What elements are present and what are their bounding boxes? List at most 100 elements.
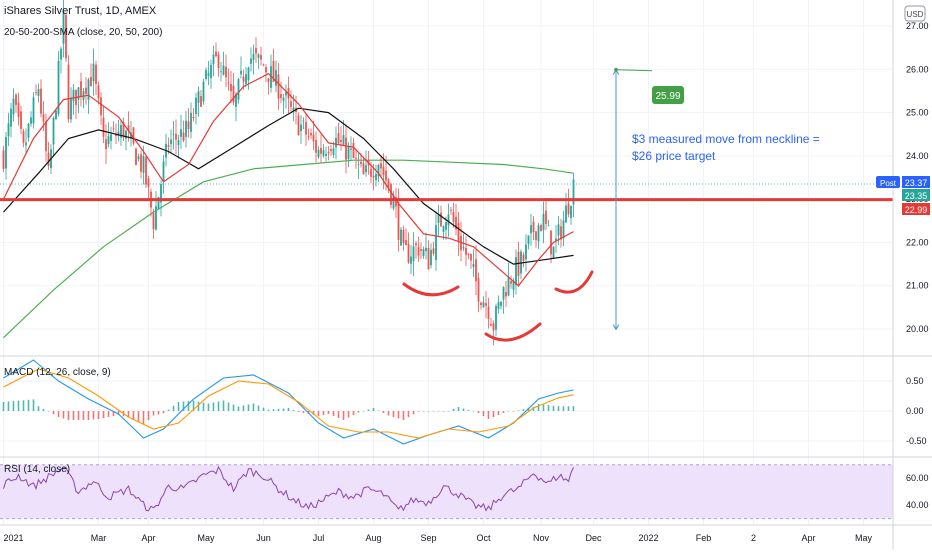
- date-tick-label: 2022: [638, 533, 658, 543]
- candle-body: [17, 102, 20, 117]
- candle-body: [372, 175, 375, 178]
- candle-body: [530, 225, 532, 234]
- candle-body: [280, 94, 282, 99]
- macd-histogram-bar: [2, 402, 5, 411]
- candle-body: [457, 223, 460, 242]
- candle-body: [200, 95, 202, 107]
- candle-body: [115, 133, 117, 137]
- macd-histogram-bar: [92, 411, 95, 420]
- candle-body: [47, 152, 50, 167]
- macd-histogram-bar: [192, 400, 195, 411]
- candle-body: [437, 214, 440, 223]
- candle-body: [560, 226, 562, 240]
- candle-body: [235, 93, 237, 107]
- post-badge-box: [876, 176, 900, 188]
- candle-body: [502, 286, 505, 300]
- candle-body: [535, 231, 537, 240]
- candle-body: [212, 54, 215, 65]
- annotation-line-2: $26 price target: [632, 149, 716, 163]
- macd-histogram-bar: [72, 411, 75, 420]
- candle-body: [350, 148, 352, 150]
- macd-histogram-bar: [517, 410, 520, 411]
- candles: [2, 0, 575, 346]
- candle-body: [22, 131, 25, 143]
- candle-body: [45, 121, 47, 152]
- macd-histogram-bar: [467, 410, 470, 411]
- candle-body: [95, 64, 97, 85]
- date-tick-label: Oct: [476, 533, 491, 543]
- candle-body: [205, 69, 207, 79]
- candle-body: [67, 64, 70, 120]
- currency-badge[interactable]: USD: [907, 10, 924, 19]
- date-tick-label: Apr: [801, 533, 815, 543]
- candle-body: [445, 222, 447, 230]
- candle-body: [375, 173, 377, 181]
- candle-body: [155, 206, 157, 230]
- candle-body: [447, 214, 450, 226]
- macd-histogram-bar: [352, 411, 355, 415]
- candle-body: [410, 256, 412, 264]
- price-tick-label: 20.00: [906, 324, 929, 334]
- neckline-value-box: [902, 203, 930, 215]
- candle-body: [262, 64, 265, 66]
- candle-body: [140, 154, 142, 172]
- macd-histogram-bar: [487, 411, 490, 419]
- candle-body: [242, 76, 245, 82]
- candle-body: [70, 97, 72, 120]
- currency-badge-box[interactable]: [904, 5, 926, 22]
- candle-body: [12, 98, 15, 115]
- candle-body: [415, 243, 417, 246]
- macd-histogram-bar: [252, 403, 255, 411]
- macd-tick-label: -0.50: [906, 436, 927, 446]
- macd-histogram-bar: [382, 411, 385, 413]
- candle-body: [317, 149, 320, 158]
- candle-body: [270, 66, 272, 88]
- candle-body: [540, 224, 542, 232]
- macd-histogram-bar: [127, 411, 130, 418]
- macd-histogram-bar: [552, 405, 555, 411]
- candle-body: [267, 78, 270, 82]
- post-value: 23.37: [905, 178, 928, 188]
- macd-histogram-bar: [262, 407, 265, 411]
- candle-body: [377, 164, 380, 177]
- candle-body: [322, 150, 325, 156]
- candle-body: [452, 211, 455, 222]
- candle-body: [477, 277, 480, 302]
- candle-body: [482, 302, 485, 308]
- macd-histogram-bar: [162, 411, 165, 414]
- macd-histogram-bar: [522, 409, 525, 411]
- macd-histogram-bar: [387, 411, 390, 416]
- macd-histogram-bar: [257, 405, 260, 411]
- candle-body: [400, 229, 402, 246]
- macd-histogram-bar: [97, 411, 100, 419]
- candle-body: [177, 140, 180, 146]
- macd-histogram-bar: [402, 411, 405, 420]
- candle-body: [327, 152, 330, 154]
- candle-body: [260, 55, 262, 60]
- macd-histogram-bar: [507, 411, 510, 412]
- candle-body: [230, 83, 232, 92]
- candle-body: [10, 108, 12, 127]
- candle-body: [240, 70, 242, 75]
- candle-body: [345, 137, 347, 160]
- macd-histogram-bar: [347, 411, 350, 418]
- macd-histogram-bar: [167, 409, 170, 411]
- macd-histogram-bar: [482, 411, 485, 416]
- candle-body: [60, 48, 62, 60]
- candle-body: [20, 111, 22, 129]
- post-badge-label: Post: [880, 179, 897, 188]
- candle-body: [555, 238, 557, 241]
- macd-histogram-bar: [47, 411, 50, 412]
- candle-body: [247, 67, 250, 81]
- sma-indicator-label: 20-50-200-SMA (close, 20, 50, 200): [4, 27, 162, 38]
- candle-body: [160, 184, 162, 203]
- macd-histogram-bar: [182, 401, 185, 411]
- rsi-band: [0, 464, 893, 519]
- candle-body: [527, 235, 530, 245]
- macd-histogram-bar: [52, 411, 55, 415]
- candle-body: [27, 123, 30, 138]
- macd-histogram-bar: [412, 411, 415, 415]
- candle-body: [285, 92, 287, 96]
- price-tick-label: 26.00: [906, 64, 929, 74]
- macd-histogram-bar: [27, 399, 30, 411]
